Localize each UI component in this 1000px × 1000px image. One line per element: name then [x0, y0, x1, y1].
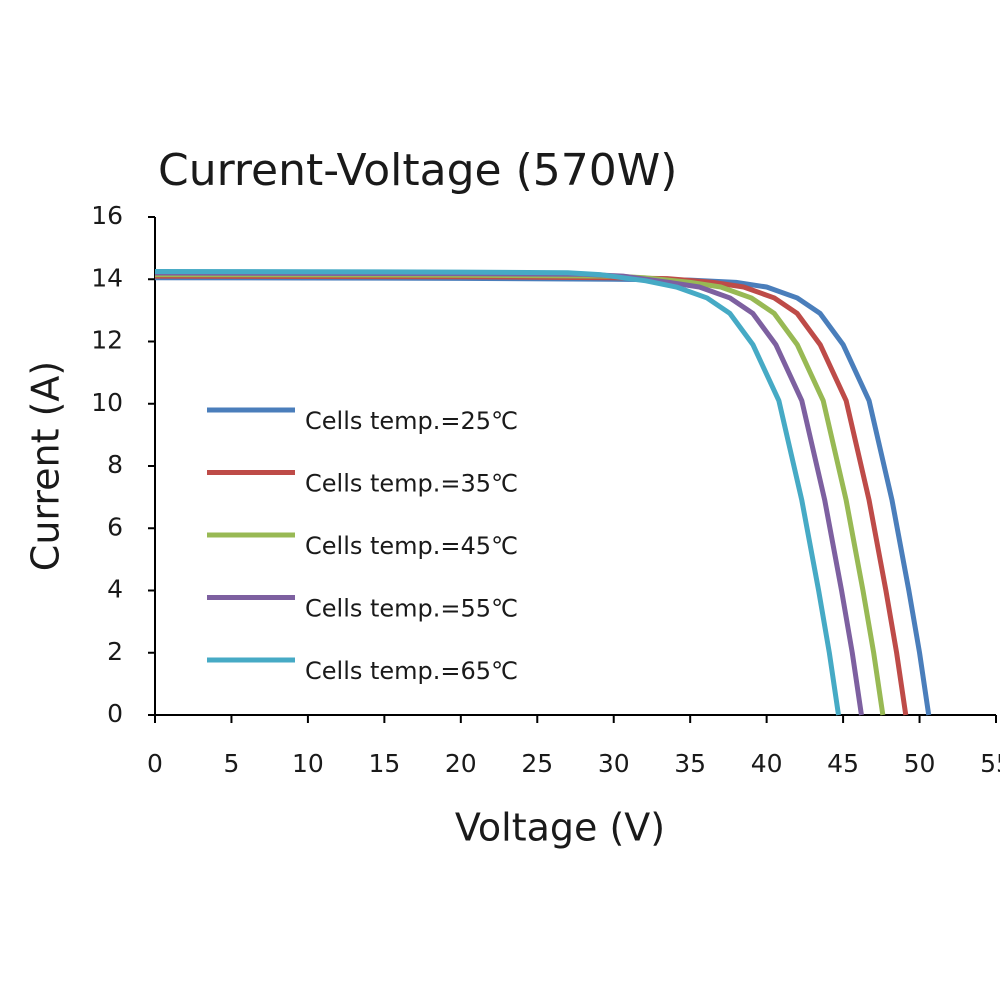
y-tick-label: 16 — [91, 201, 123, 230]
y-tick-label: 10 — [91, 388, 123, 417]
legend-label: Cells temp.=35℃ — [305, 470, 518, 498]
x-tick-label: 25 — [521, 749, 553, 778]
x-tick-label: 35 — [674, 749, 706, 778]
x-tick-label: 10 — [292, 749, 324, 778]
x-tick-label: 30 — [598, 749, 630, 778]
chart-title: Current-Voltage (570W) — [158, 145, 677, 196]
x-tick-label: 5 — [224, 749, 240, 778]
y-axis-label: Current (A) — [24, 361, 68, 571]
series-line — [154, 275, 932, 716]
x-tick-label: 40 — [751, 749, 783, 778]
y-tick-label: 2 — [107, 637, 123, 666]
series-line — [154, 268, 841, 716]
y-tick-label: 0 — [107, 699, 123, 728]
y-tick-label: 12 — [91, 326, 123, 355]
y-tick-label: 14 — [91, 263, 123, 292]
legend-label: Cells temp.=45℃ — [305, 532, 518, 560]
x-tick-label: 55 — [980, 749, 1000, 778]
x-tick-label: 50 — [904, 749, 936, 778]
legend-label: Cells temp.=55℃ — [305, 595, 518, 623]
x-tick-label: 45 — [827, 749, 859, 778]
legend-label: Cells temp.=65℃ — [305, 657, 518, 685]
x-axis-label: Voltage (V) — [455, 806, 665, 850]
legend-label: Cells temp.=25℃ — [305, 407, 518, 435]
y-tick-label: 6 — [107, 512, 123, 541]
y-tick-label: 8 — [107, 450, 123, 479]
x-tick-label: 0 — [147, 749, 163, 778]
x-tick-label: 15 — [368, 749, 400, 778]
x-tick-label: 20 — [445, 749, 477, 778]
y-tick-label: 4 — [107, 575, 123, 604]
